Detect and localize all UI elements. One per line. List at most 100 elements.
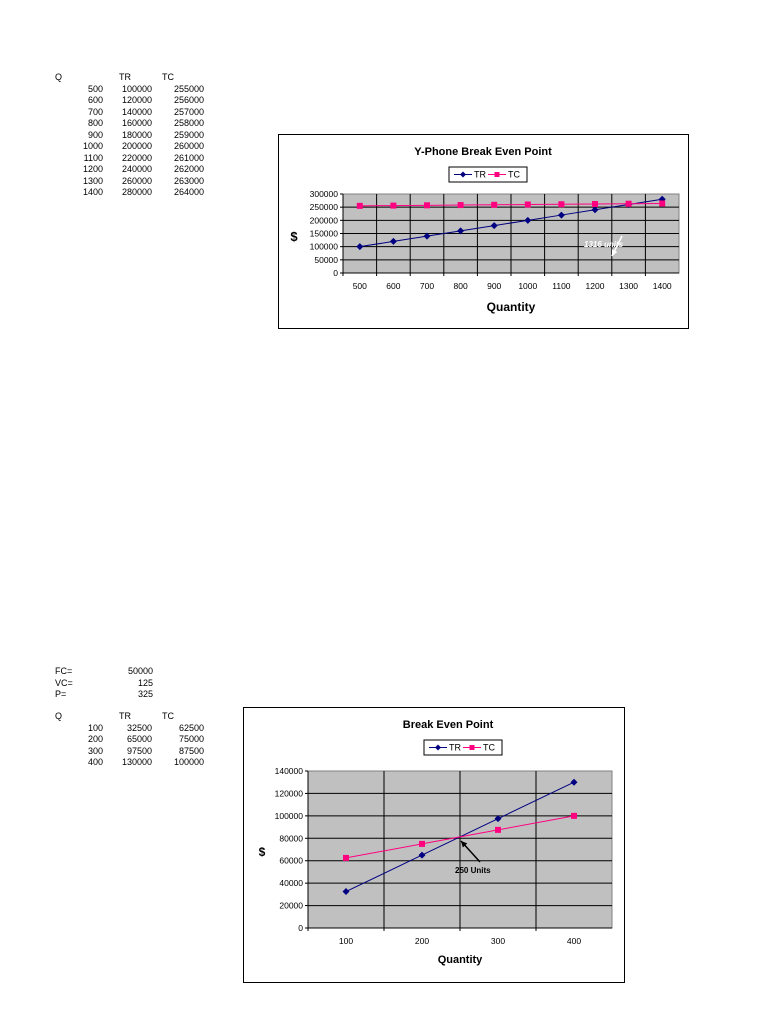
break-even-table-cell: 300 bbox=[87, 745, 103, 756]
break-even-chart-frame: Break Even Point TR TC 140000 120000 100000 80… bbox=[243, 707, 625, 983]
chart-title: Break Even Point bbox=[403, 719, 494, 731]
data-point-tc bbox=[524, 201, 531, 208]
legend-marker-tr bbox=[460, 171, 466, 178]
yphone-table-row: 500 100000 255000 bbox=[55, 84, 215, 96]
yphone-table-row: 600 120000 256000 bbox=[55, 95, 215, 107]
yphone-table-cell: 255000 bbox=[173, 83, 204, 94]
break-even-table-cell: 75000 bbox=[178, 734, 204, 744]
legend-marker-tr bbox=[435, 744, 441, 751]
yphone-table-cell: 500 bbox=[87, 83, 103, 94]
yphone-table-cell: 256000 bbox=[173, 95, 204, 105]
yphone-table-row: 1400 280000 264000 bbox=[55, 187, 215, 199]
yphone-table-header-tc: TC bbox=[162, 72, 174, 82]
yphone-table-cell: 200000 bbox=[121, 141, 152, 151]
y-tick-label: 40000 bbox=[279, 878, 303, 888]
legend-label-tc: TC bbox=[483, 743, 495, 753]
break-even-table-cell: 62500 bbox=[178, 722, 204, 733]
data-point-tr bbox=[423, 232, 431, 240]
data-table-break-even: Q TR TC 100 32500 62500 200 65000 75000 300 97500 8… bbox=[55, 711, 215, 769]
data-point-tr bbox=[418, 851, 426, 859]
y-tick-label: 140000 bbox=[275, 766, 304, 776]
break-even-table-row: 100 32500 62500 bbox=[55, 723, 215, 735]
break-even-table-header-row: Q TR TC bbox=[55, 711, 215, 723]
break-even-table-cell: 97500 bbox=[126, 745, 152, 756]
yphone-table-header-tr: TR bbox=[119, 72, 131, 82]
data-point-tc bbox=[592, 201, 598, 208]
yphone-table-cell: 160000 bbox=[121, 118, 152, 128]
break-even-table-header-tc: TC bbox=[162, 711, 174, 721]
x-axis-label: Quantity bbox=[438, 954, 483, 966]
y-tick-label: 150000 bbox=[310, 229, 339, 239]
y-tick-label: 0 bbox=[333, 268, 338, 278]
parameter-label: P= bbox=[55, 689, 67, 699]
data-point-tr bbox=[389, 237, 397, 245]
legend-label-tr: TR bbox=[449, 743, 461, 753]
y-tick-label: 100000 bbox=[275, 811, 304, 821]
y-tick-label: 120000 bbox=[275, 788, 304, 798]
break-even-table-cell: 200 bbox=[87, 734, 103, 744]
yphone-table-cell: 700 bbox=[87, 106, 103, 117]
yphone-table-cell: 800 bbox=[87, 118, 103, 128]
parameter-row: VC= 125 bbox=[55, 678, 155, 690]
break-even-table-cell: 87500 bbox=[178, 745, 204, 756]
yphone-table-row: 900 180000 259000 bbox=[55, 130, 215, 142]
yphone-table-cell: 261000 bbox=[173, 152, 204, 163]
yphone-table-cell: 263000 bbox=[173, 175, 204, 186]
data-point-tr bbox=[342, 888, 350, 896]
yphone-table-cell: 280000 bbox=[121, 187, 152, 197]
y-tick-label: 250000 bbox=[310, 202, 339, 212]
yphone-table-cell: 180000 bbox=[121, 129, 152, 140]
chart-legend: TR TC bbox=[448, 166, 528, 183]
yphone-table-cell: 1000 bbox=[82, 141, 103, 151]
y-tick-label: 200000 bbox=[310, 215, 339, 225]
x-tick-label: 1100 bbox=[552, 281, 571, 291]
data-point-tr bbox=[490, 222, 498, 230]
data-point-tc bbox=[457, 202, 464, 209]
x-tick-label: 900 bbox=[487, 281, 501, 291]
yphone-table-cell: 100000 bbox=[121, 83, 152, 94]
yphone-table-cell: 900 bbox=[87, 129, 103, 140]
data-point-tr bbox=[557, 211, 565, 219]
break-even-table-header-q: Q bbox=[55, 711, 63, 721]
x-axis-label: Quantity bbox=[487, 300, 536, 314]
break-even-table-cell: 130000 bbox=[121, 757, 152, 767]
break-even-annotation: 1316 units bbox=[584, 235, 624, 257]
yphone-chart-frame: Y-Phone Break Even Point TR TC 300000 250000… bbox=[278, 134, 689, 329]
data-point-tr bbox=[494, 815, 502, 823]
break-even-table-cell: 65000 bbox=[126, 734, 152, 744]
y-tick-label: 80000 bbox=[279, 833, 303, 843]
x-tick-label: 1400 bbox=[653, 281, 672, 291]
y-axis-label: $ bbox=[290, 229, 298, 244]
yphone-table-cell: 1100 bbox=[83, 152, 103, 163]
x-tick-label: 300 bbox=[491, 936, 505, 946]
legend-marker-tc bbox=[494, 172, 500, 177]
yphone-chart: Y-Phone Break Even Point TR TC 300000 250000… bbox=[290, 146, 680, 314]
x-tick-label: 100 bbox=[339, 936, 353, 946]
break-even-annotation: 250 Units bbox=[455, 840, 491, 875]
y-tick-label: 100000 bbox=[310, 242, 339, 252]
x-tick-label: 800 bbox=[454, 281, 468, 291]
yphone-table-cell: 1300 bbox=[82, 175, 103, 186]
legend-label-tc: TC bbox=[508, 170, 520, 180]
yphone-table-cell: 257000 bbox=[173, 106, 204, 117]
annotation-arrowhead bbox=[612, 249, 618, 256]
y-tick-label: 60000 bbox=[279, 856, 303, 866]
break-even-chart: Break Even Point TR TC 140000 120000 100000 80… bbox=[259, 719, 613, 966]
data-point-tc bbox=[625, 200, 632, 207]
data-point-tc bbox=[571, 812, 577, 819]
y-tick-label: 20000 bbox=[279, 901, 303, 911]
yphone-table-row: 1200 240000 262000 bbox=[55, 164, 215, 176]
data-point-tc bbox=[419, 840, 425, 847]
series-line-tc bbox=[345, 815, 575, 859]
y-tick-label: 0 bbox=[298, 923, 303, 933]
data-point-tr bbox=[356, 243, 364, 251]
yphone-table-cell: 120000 bbox=[121, 95, 152, 105]
break-even-table-cell: 400 bbox=[87, 757, 103, 767]
break-even-table-cell: 100000 bbox=[173, 757, 204, 767]
data-point-tr bbox=[457, 227, 465, 235]
yphone-table-row: 1000 200000 260000 bbox=[55, 141, 215, 153]
yphone-table-cell: 240000 bbox=[121, 164, 152, 174]
annotation-label: 250 Units bbox=[455, 866, 491, 875]
yphone-table-cell: 258000 bbox=[173, 118, 204, 128]
data-point-tc bbox=[424, 202, 430, 209]
